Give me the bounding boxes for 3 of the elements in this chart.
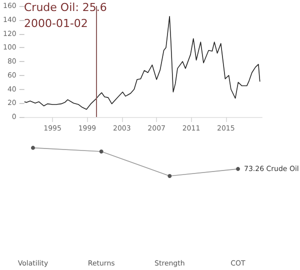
line-series bbox=[24, 16, 260, 110]
annotation: 2000-01-02 bbox=[24, 17, 88, 30]
ref-line-label: Crude Oil: 25.6 bbox=[24, 1, 107, 14]
